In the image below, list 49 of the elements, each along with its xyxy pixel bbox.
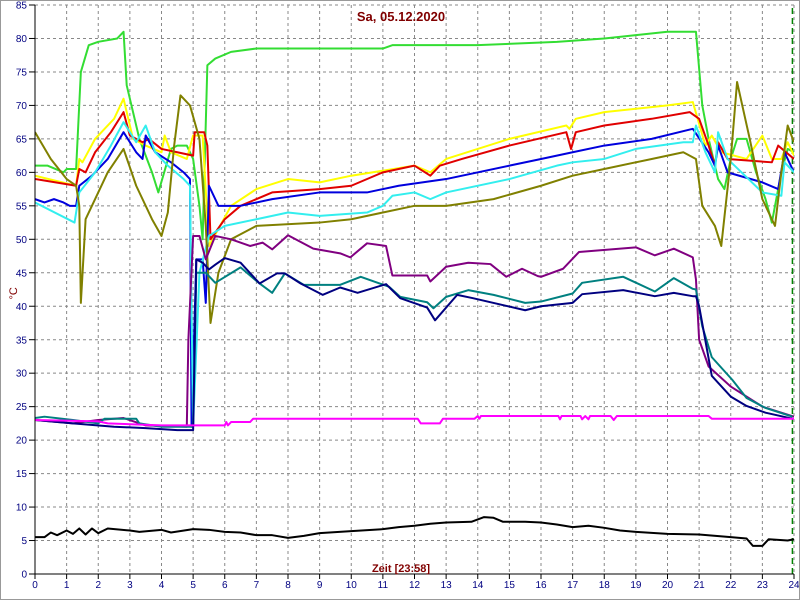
y-tick-label: 5: [21, 536, 28, 548]
y-tick-label: 75: [16, 67, 28, 78]
x-tick-label: 20: [662, 580, 674, 592]
x-tick-label: 13: [440, 580, 452, 592]
x-tick-label: 10: [346, 580, 358, 592]
y-tick-label: 85: [16, 0, 28, 12]
x-tick-label: 9: [316, 580, 323, 592]
x-tick-label: 12: [408, 580, 420, 592]
x-tick-label: 18: [598, 580, 610, 592]
y-tick-label: 60: [16, 168, 28, 179]
y-tick-label: 55: [16, 201, 28, 212]
x-tick-label: 8: [285, 580, 292, 592]
line-series: [35, 415, 794, 426]
x-tick-label: 4: [158, 580, 165, 592]
y-axis-title: °C: [8, 287, 20, 300]
y-tick-label: 50: [16, 234, 28, 246]
y-tick-label: 45: [16, 268, 28, 280]
x-tick-label: 21: [694, 580, 706, 592]
x-tick-label: 23: [756, 580, 768, 592]
x-tick-label: 22: [725, 580, 737, 592]
x-tick-label: 11: [378, 580, 388, 592]
y-tick-label: 15: [16, 469, 28, 480]
x-tick-label: 16: [535, 580, 547, 592]
x-tick-label: 17: [567, 580, 579, 592]
x-tick-label: 5: [190, 580, 196, 592]
x-axis-title: Zeit [23:58]: [372, 563, 430, 575]
x-tick-label: 7: [254, 580, 260, 592]
x-tick-label: 6: [222, 580, 228, 592]
x-tick-label: 24: [788, 580, 800, 592]
x-tick-label: 14: [472, 580, 484, 592]
x-tick-label: 0: [32, 580, 38, 592]
line-series: [35, 80, 794, 324]
y-tick-label: 25: [16, 402, 28, 414]
y-tick-label: 35: [16, 335, 28, 346]
y-tick-label: 40: [16, 302, 28, 313]
line-series: [35, 30, 794, 240]
y-tick-label: 30: [16, 368, 28, 380]
x-tick-label: 2: [95, 580, 102, 592]
y-tick-label: 20: [16, 436, 28, 447]
x-tick-label: 1: [64, 580, 70, 592]
y-tick-label: 70: [16, 100, 28, 112]
y-tick-label: 0: [21, 570, 28, 581]
x-tick-label: 19: [630, 580, 642, 592]
x-tick-label: 3: [127, 580, 134, 592]
y-tick-label: 10: [16, 502, 28, 514]
y-tick-label: 80: [16, 34, 28, 46]
x-tick-label: 15: [504, 580, 516, 592]
y-tick-label: 65: [16, 134, 28, 146]
chart-title: Sa, 05.12.2020: [356, 9, 446, 24]
